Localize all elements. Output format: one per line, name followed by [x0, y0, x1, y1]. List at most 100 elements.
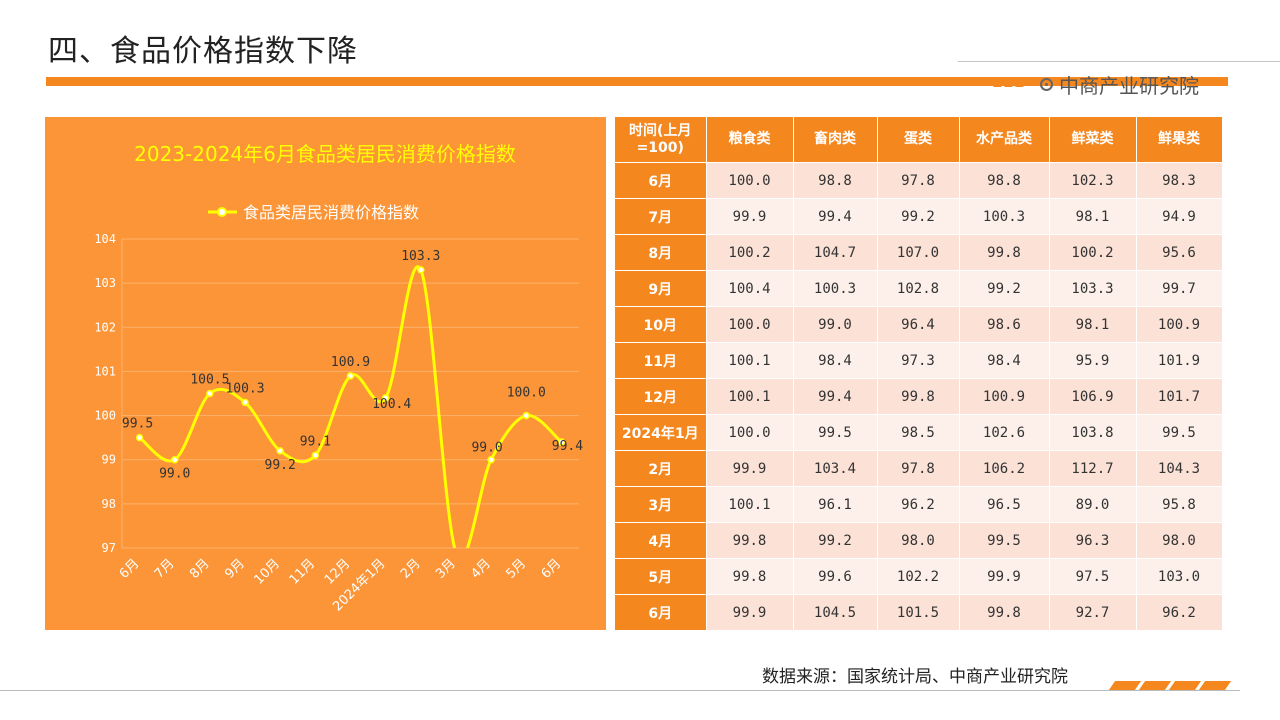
- table-cell: 106.2: [959, 450, 1050, 487]
- table-row: 9月 100.4 100.3 102.8 99.2 103.3 99.7: [615, 270, 1223, 307]
- table-cell: 103.8: [1049, 414, 1137, 451]
- table-cell: 96.1: [793, 486, 878, 523]
- data-point: [487, 455, 495, 464]
- table-cell: 95.6: [1136, 234, 1223, 271]
- table-cell: 100.2: [706, 234, 794, 271]
- data-point: [276, 447, 284, 455]
- table-cell: 97.8: [877, 450, 960, 487]
- header-stripes: [993, 77, 1029, 87]
- table-cell: 98.8: [793, 162, 878, 199]
- table-cell: 100.0: [706, 162, 794, 199]
- data-source: 数据来源：国家统计局、中商产业研究院: [762, 667, 1068, 687]
- table-cell: 98.1: [1049, 306, 1137, 343]
- table-cell: 96.3: [1049, 522, 1137, 559]
- table-row: 6月 100.0 98.8 97.8 98.8 102.3 98.3: [615, 162, 1223, 199]
- table-cell: 99.5: [959, 522, 1050, 559]
- table-cell: 98.1: [1049, 198, 1137, 235]
- table-cell: 102.6: [959, 414, 1050, 451]
- data-label: 100.0: [507, 386, 546, 401]
- x-tick-label: 7月: [152, 556, 178, 582]
- table-cell: 104.7: [793, 234, 878, 271]
- brand-name: 中商产业研究院: [1059, 74, 1199, 98]
- y-tick-label: 100: [94, 409, 116, 423]
- table-row: 11月 100.1 98.4 97.3 98.4 95.9 101.9: [615, 342, 1223, 379]
- table-cell: 100.1: [706, 486, 794, 523]
- table-cell: 112.7: [1049, 450, 1137, 487]
- table-cell: 103.4: [793, 450, 878, 487]
- brand-icon: [1040, 78, 1053, 91]
- table-cell: 99.9: [706, 594, 794, 631]
- table-row-label: 11月: [615, 342, 707, 379]
- table-row: 6月 99.9 104.5 101.5 99.8 92.7 96.2: [615, 594, 1223, 631]
- x-tick-label: 4月: [468, 556, 494, 582]
- legend-marker: [217, 207, 227, 217]
- line-chart-panel: 2023-2024年6月食品类居民消费价格指数 食品类居民消费价格指数 97 98 99…: [45, 117, 606, 630]
- table-row: 2024年1月 100.0 99.5 98.5 102.6 103.8 99.5: [615, 414, 1223, 451]
- x-tick-label: 6月: [117, 556, 143, 582]
- table-cell: 99.9: [706, 450, 794, 487]
- table-cell: 99.2: [877, 198, 960, 235]
- table-cell: 98.0: [1136, 522, 1223, 559]
- y-tick-label: 99: [102, 453, 116, 467]
- data-label: 99.0: [159, 467, 190, 482]
- table-cell: 100.1: [706, 342, 794, 379]
- table-cell: 95.8: [1136, 486, 1223, 523]
- table-cell: 96.4: [877, 306, 960, 343]
- table-row: 10月 100.0 99.0 96.4 98.6 98.1 100.9: [615, 306, 1223, 343]
- table-header-cell: 水产品类: [959, 117, 1050, 163]
- y-tick-label: 97: [102, 541, 116, 555]
- table-row-label: 6月: [615, 162, 707, 199]
- table-cell: 99.4: [793, 198, 878, 235]
- table-row-label: 4月: [615, 522, 707, 559]
- header-divider: [957, 61, 1280, 62]
- table-cell: 106.9: [1049, 378, 1137, 415]
- table-cell: 103.0: [1136, 558, 1223, 595]
- table-cell: 101.9: [1136, 342, 1223, 379]
- table-cell: 98.0: [877, 522, 960, 559]
- table-header-cell: 鲜果类: [1136, 117, 1223, 163]
- data-point: [346, 372, 355, 380]
- y-tick-label: 98: [102, 497, 116, 511]
- table-cell: 102.8: [877, 270, 960, 307]
- table-cell: 100.3: [793, 270, 878, 307]
- table-cell: 89.0: [1049, 486, 1137, 523]
- table-cell: 99.8: [706, 558, 794, 595]
- table-row: 4月 99.8 99.2 98.0 99.5 96.3 98.0: [615, 522, 1223, 559]
- table-cell: 99.2: [959, 270, 1050, 307]
- table-cell: 100.9: [1136, 306, 1223, 343]
- table-header-cell: 粮食类: [706, 117, 794, 163]
- table-header-cell: 畜肉类: [793, 117, 878, 163]
- table-cell: 98.3: [1136, 162, 1223, 199]
- table-cell: 96.2: [877, 486, 960, 523]
- table-cell: 97.5: [1049, 558, 1137, 595]
- table-cell: 100.0: [706, 414, 794, 451]
- table-row-label: 6月: [615, 594, 707, 631]
- table-cell: 102.2: [877, 558, 960, 595]
- y-tick-label: 104: [94, 232, 116, 246]
- table-cell: 100.2: [1049, 234, 1137, 271]
- table-cell: 103.3: [1049, 270, 1137, 307]
- table-row: 3月 100.1 96.1 96.2 96.5 89.0 95.8: [615, 486, 1223, 523]
- page-title: 四、食品价格指数下降: [48, 34, 358, 69]
- table-cell: 99.5: [1136, 414, 1223, 451]
- x-tick-label: 8月: [187, 556, 213, 582]
- y-tick-label: 102: [94, 320, 116, 334]
- table-cell: 100.1: [706, 378, 794, 415]
- data-label: 100.4: [372, 397, 411, 412]
- table-cell: 99.4: [793, 378, 878, 415]
- x-tick-label: 9月: [222, 556, 248, 582]
- table-cell: 96.5: [959, 486, 1050, 523]
- data-label: 99.2: [265, 458, 296, 473]
- table-cell: 104.5: [793, 594, 878, 631]
- footer-line: [0, 690, 1240, 691]
- table-cell: 97.3: [877, 342, 960, 379]
- table-row-label: 5月: [615, 558, 707, 595]
- table-cell: 94.9: [1136, 198, 1223, 235]
- table-cell: 97.8: [877, 162, 960, 199]
- table-cell: 98.4: [959, 342, 1050, 379]
- table-cell: 100.3: [959, 198, 1050, 235]
- table-row-label: 3月: [615, 486, 707, 523]
- x-tick-label: 10月: [252, 556, 283, 587]
- table-cell: 99.6: [793, 558, 878, 595]
- table-cell: 101.7: [1136, 378, 1223, 415]
